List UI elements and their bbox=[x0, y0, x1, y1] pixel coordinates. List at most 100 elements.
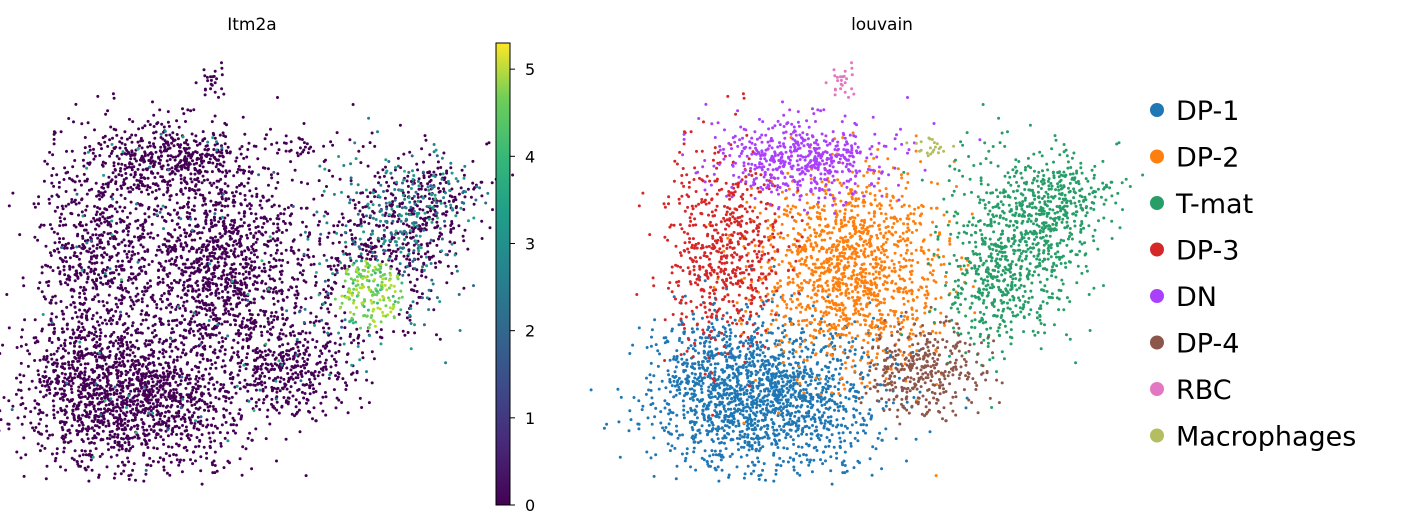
itm2a-point bbox=[174, 167, 177, 171]
itm2a-point bbox=[179, 296, 183, 300]
itm2a-point bbox=[144, 374, 148, 378]
itm2a-point bbox=[190, 403, 194, 407]
itm2a-point bbox=[280, 269, 284, 273]
itm2a-point bbox=[168, 454, 172, 458]
itm2a-point bbox=[51, 399, 55, 403]
itm2a-point bbox=[296, 364, 300, 368]
itm2a-point bbox=[62, 178, 66, 181]
itm2a-point bbox=[198, 141, 202, 145]
itm2a-point bbox=[209, 222, 213, 226]
itm2a-point bbox=[229, 284, 232, 288]
itm2a-point bbox=[132, 372, 136, 375]
itm2a-point bbox=[201, 377, 205, 381]
itm2a-point bbox=[128, 353, 132, 357]
itm2a-point bbox=[153, 160, 157, 164]
itm2a-point bbox=[238, 387, 242, 391]
itm2a-point bbox=[47, 385, 51, 389]
itm2a-point bbox=[183, 420, 187, 424]
itm2a-point bbox=[161, 366, 165, 370]
itm2a-point bbox=[220, 336, 224, 340]
itm2a-point bbox=[97, 273, 101, 277]
itm2a-point bbox=[106, 419, 110, 423]
itm2a-point bbox=[308, 320, 312, 324]
itm2a-point bbox=[109, 340, 113, 344]
itm2a-point bbox=[230, 346, 234, 350]
itm2a-point bbox=[213, 208, 217, 212]
itm2a-point bbox=[132, 413, 136, 417]
itm2a-point bbox=[214, 223, 217, 227]
itm2a-point bbox=[60, 327, 64, 331]
itm2a-point bbox=[304, 225, 308, 229]
itm2a-point bbox=[214, 200, 218, 204]
itm2a-point bbox=[142, 293, 146, 297]
itm2a-point bbox=[206, 387, 210, 391]
itm2a-point bbox=[277, 289, 281, 293]
itm2a-point bbox=[174, 308, 178, 311]
itm2a-point bbox=[83, 366, 87, 370]
itm2a-point bbox=[285, 349, 289, 353]
itm2a-point bbox=[463, 195, 467, 199]
itm2a-point bbox=[223, 121, 227, 125]
itm2a-point bbox=[195, 269, 199, 273]
itm2a-point bbox=[230, 219, 234, 222]
itm2a-point bbox=[168, 381, 172, 385]
itm2a-point bbox=[184, 141, 188, 145]
itm2a-point bbox=[158, 108, 162, 112]
itm2a-point bbox=[97, 323, 101, 327]
itm2a-point bbox=[332, 224, 336, 228]
itm2a-point bbox=[454, 264, 458, 268]
itm2a-point bbox=[76, 352, 80, 355]
itm2a-point bbox=[120, 339, 124, 343]
itm2a-point bbox=[181, 424, 184, 427]
itm2a-point bbox=[153, 322, 157, 326]
itm2a-point bbox=[164, 259, 168, 263]
itm2a-point bbox=[296, 293, 300, 297]
itm2a-point bbox=[240, 251, 244, 255]
itm2a-point bbox=[207, 409, 211, 413]
itm2a-point bbox=[113, 276, 116, 280]
itm2a-point bbox=[307, 255, 311, 259]
itm2a-point bbox=[108, 350, 112, 353]
itm2a-point bbox=[261, 401, 265, 405]
itm2a-point bbox=[261, 355, 265, 359]
itm2a-point bbox=[110, 255, 114, 259]
itm2a-point bbox=[70, 149, 74, 153]
itm2a-point bbox=[186, 200, 190, 204]
itm2a-point bbox=[133, 252, 137, 256]
itm2a-point bbox=[84, 297, 88, 301]
itm2a-point bbox=[74, 311, 78, 314]
itm2a-point bbox=[130, 133, 134, 137]
itm2a-point bbox=[151, 100, 154, 104]
itm2a-point bbox=[77, 430, 81, 433]
itm2a-point bbox=[274, 310, 278, 314]
itm2a-point bbox=[260, 334, 264, 337]
itm2a-point bbox=[100, 147, 103, 151]
itm2a-point bbox=[120, 301, 124, 305]
itm2a-point bbox=[40, 329, 44, 333]
itm2a-point bbox=[99, 397, 103, 401]
itm2a-point bbox=[295, 296, 299, 300]
itm2a-point bbox=[170, 428, 174, 432]
itm2a-point bbox=[101, 376, 105, 380]
itm2a-point bbox=[154, 253, 158, 257]
itm2a-point bbox=[228, 411, 232, 415]
itm2a-point bbox=[209, 315, 213, 319]
itm2a-point bbox=[70, 295, 74, 299]
itm2a-point bbox=[395, 254, 398, 258]
itm2a-point bbox=[81, 158, 85, 162]
itm2a-point bbox=[171, 131, 175, 135]
itm2a-point bbox=[245, 155, 249, 159]
itm2a-point bbox=[216, 260, 220, 264]
itm2a-point bbox=[246, 318, 249, 322]
itm2a-point bbox=[282, 299, 286, 302]
itm2a-point bbox=[131, 281, 135, 285]
itm2a-point bbox=[59, 282, 63, 286]
itm2a-point bbox=[136, 183, 140, 187]
itm2a-point bbox=[122, 349, 126, 353]
itm2a-point bbox=[175, 433, 179, 436]
itm2a-point bbox=[20, 335, 23, 339]
itm2a-point bbox=[199, 469, 203, 473]
itm2a-point bbox=[183, 328, 186, 332]
itm2a-point bbox=[275, 408, 279, 412]
itm2a-point bbox=[120, 141, 124, 145]
